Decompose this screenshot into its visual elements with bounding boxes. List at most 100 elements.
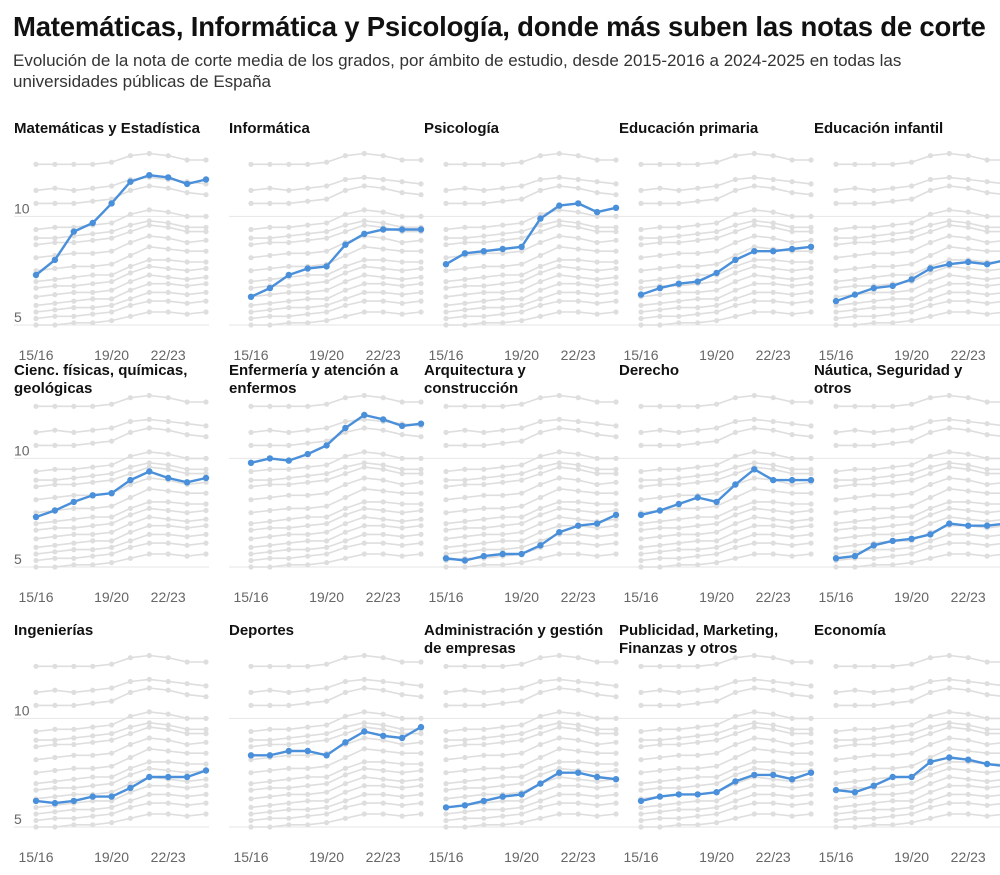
context-series-5-point bbox=[342, 731, 348, 737]
context-series-12-point bbox=[380, 289, 386, 295]
context-series-12-point bbox=[500, 547, 506, 553]
context-series-9 bbox=[248, 505, 424, 533]
context-series-8-point bbox=[927, 765, 933, 771]
context-series-0-point bbox=[71, 663, 77, 669]
context-series-9-point bbox=[324, 781, 330, 787]
highlight-series-point bbox=[965, 258, 972, 266]
context-series-9-point bbox=[52, 283, 58, 289]
context-series-0 bbox=[638, 150, 814, 167]
highlight-series bbox=[832, 258, 1000, 305]
context-series-9-point bbox=[519, 279, 525, 285]
context-series-6-point bbox=[184, 741, 190, 748]
context-series-13-point bbox=[267, 815, 273, 821]
context-series-14-point bbox=[71, 822, 77, 828]
context-series-5-line bbox=[835, 466, 1000, 488]
context-series-10-point bbox=[203, 516, 209, 522]
context-series-1-point bbox=[770, 418, 776, 425]
context-series-13 bbox=[248, 800, 424, 824]
x-tick-label: 19/20 bbox=[94, 589, 129, 605]
context-series-4-point bbox=[462, 477, 468, 483]
context-series-9-point bbox=[184, 770, 190, 776]
context-series-5-point bbox=[594, 471, 600, 477]
context-series-7-point bbox=[927, 754, 933, 761]
context-series-10-point bbox=[575, 274, 581, 280]
context-series-6-point bbox=[537, 741, 543, 748]
context-series-0 bbox=[443, 652, 619, 669]
context-series-11-point bbox=[770, 281, 776, 287]
context-series-13-line bbox=[835, 300, 1000, 320]
context-series-6-point bbox=[714, 248, 720, 254]
context-series-2-point bbox=[537, 429, 543, 435]
context-series-9-point bbox=[90, 783, 96, 789]
context-series-8-point bbox=[871, 776, 877, 782]
context-series-11-point bbox=[500, 538, 506, 544]
context-series-11-point bbox=[789, 525, 795, 531]
context-series-5-point bbox=[146, 464, 152, 470]
context-series-1-point bbox=[676, 689, 682, 695]
context-series-8 bbox=[638, 499, 814, 527]
highlight-series-point bbox=[637, 511, 645, 519]
context-series-12-point bbox=[695, 305, 701, 311]
context-series-3-point bbox=[751, 709, 757, 715]
context-series-6-point bbox=[52, 754, 58, 761]
context-series-2-point bbox=[361, 685, 367, 691]
context-series-2-line bbox=[446, 185, 617, 205]
context-series-7-point bbox=[90, 765, 96, 771]
context-series-1-point bbox=[361, 416, 367, 422]
context-series-4-point bbox=[286, 735, 292, 741]
context-series-7 bbox=[33, 486, 209, 516]
context-series-8-point bbox=[833, 521, 839, 527]
context-series-7-point bbox=[751, 746, 757, 752]
context-series-11-point bbox=[927, 789, 933, 795]
context-series-14-point bbox=[657, 564, 663, 570]
context-series-14-point bbox=[90, 822, 96, 828]
context-series-2-point bbox=[52, 702, 58, 708]
context-series-0-point bbox=[871, 663, 877, 669]
context-series-9-line bbox=[250, 265, 422, 289]
context-series-2-point bbox=[500, 700, 506, 706]
panel-13: Publicidad, Marketing, Finanzas y otros 1… bbox=[619, 622, 815, 872]
context-series-4-point bbox=[594, 466, 600, 472]
context-series-8-point bbox=[695, 514, 701, 520]
context-series-1-point bbox=[165, 678, 171, 685]
panel-chart: 15/16 19/20 22/23 bbox=[424, 652, 620, 865]
context-series-10-point bbox=[890, 531, 896, 537]
context-series-0-point bbox=[965, 395, 971, 401]
context-series-8 bbox=[33, 257, 209, 285]
context-series-5-point bbox=[613, 229, 619, 235]
context-series-6-point bbox=[481, 492, 487, 498]
context-series-8-point bbox=[481, 516, 487, 522]
context-series-9-point bbox=[575, 507, 581, 514]
context-series-5-point bbox=[638, 484, 644, 490]
context-series-8-point bbox=[871, 516, 877, 522]
context-series-13-point bbox=[714, 811, 720, 817]
context-series-10-point bbox=[808, 776, 814, 782]
context-series-8-point bbox=[852, 778, 858, 784]
context-series-3-point bbox=[676, 726, 682, 732]
context-series-6-point bbox=[71, 752, 77, 758]
context-series-9-line bbox=[35, 265, 207, 289]
context-series-3-point bbox=[965, 209, 971, 215]
highlight-series-point bbox=[713, 498, 720, 506]
context-series-4-point bbox=[965, 722, 971, 728]
context-series-13 bbox=[638, 540, 814, 564]
context-series-3-point bbox=[127, 713, 133, 719]
context-series-2-point bbox=[909, 438, 915, 444]
context-series-5-point bbox=[808, 229, 814, 235]
context-series-6-point bbox=[165, 737, 171, 743]
context-series-6-point bbox=[871, 250, 877, 256]
context-series-3-line bbox=[35, 451, 206, 473]
context-series-9-point bbox=[732, 270, 738, 276]
context-series-4-line bbox=[251, 220, 421, 239]
highlight-series-point bbox=[946, 520, 953, 527]
context-series-4 bbox=[248, 460, 424, 483]
context-series-0-point bbox=[751, 652, 757, 659]
context-series-8-point bbox=[361, 499, 367, 505]
context-series-14-point bbox=[203, 811, 209, 817]
context-series-0-point bbox=[203, 659, 209, 665]
context-series-0-point bbox=[127, 153, 133, 159]
context-series-2-point bbox=[770, 427, 776, 433]
context-series-7-point bbox=[71, 263, 77, 269]
context-series-3-point bbox=[500, 222, 506, 228]
context-series-6-point bbox=[965, 737, 971, 743]
